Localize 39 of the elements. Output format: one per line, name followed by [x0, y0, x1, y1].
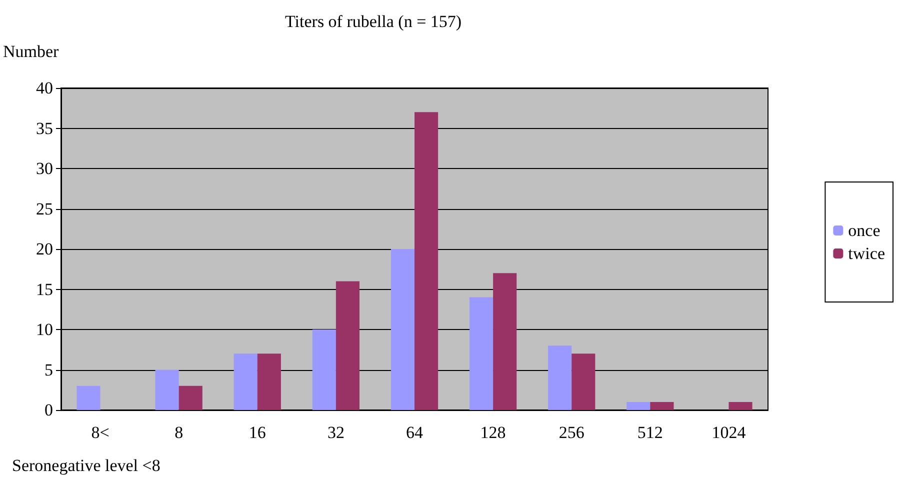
chart-title: Titers of rubella (n = 157): [285, 12, 462, 31]
y-tick-label: 10: [36, 320, 53, 339]
bar: [312, 330, 336, 410]
bar: [76, 386, 100, 410]
bar: [626, 402, 650, 410]
y-tick-label: 40: [36, 78, 53, 98]
bar: [234, 354, 258, 410]
bar: [650, 402, 674, 410]
x-tick-label: 8<: [91, 423, 110, 442]
bar: [155, 370, 179, 410]
bar: [493, 273, 517, 410]
x-tick-label: 512: [637, 423, 663, 442]
bar: [728, 402, 752, 410]
x-tick-label: 64: [406, 423, 424, 442]
bar: [257, 354, 281, 410]
bar: [414, 112, 438, 410]
bar: [390, 249, 414, 410]
text: Seronegative level <8: [12, 456, 160, 475]
y-tick-label: 5: [44, 360, 53, 380]
x-tick-label: 256: [558, 423, 584, 442]
bar: [336, 281, 360, 410]
y-tick-label: 20: [36, 240, 53, 258]
y-tick-label: 35: [36, 118, 53, 138]
x-tick-label: 16: [248, 423, 266, 442]
y-axis-title: Number: [3, 42, 60, 61]
y-tick-label: 0: [44, 400, 53, 420]
y-tick-label: 25: [36, 199, 53, 218]
x-tick-label: 8: [174, 423, 184, 442]
bar: [572, 354, 596, 410]
x-tick-label: 128: [480, 423, 506, 442]
y-tick-label: 30: [36, 159, 53, 178]
legend-label: once: [848, 221, 880, 240]
bar: [469, 297, 494, 410]
x-tick-label: 1024: [712, 423, 746, 442]
y-tick-label: 15: [36, 280, 53, 299]
bar: [178, 386, 202, 410]
x-tick-label: 32: [327, 423, 344, 442]
bar: [548, 346, 572, 410]
legend-label: twice: [848, 244, 886, 263]
